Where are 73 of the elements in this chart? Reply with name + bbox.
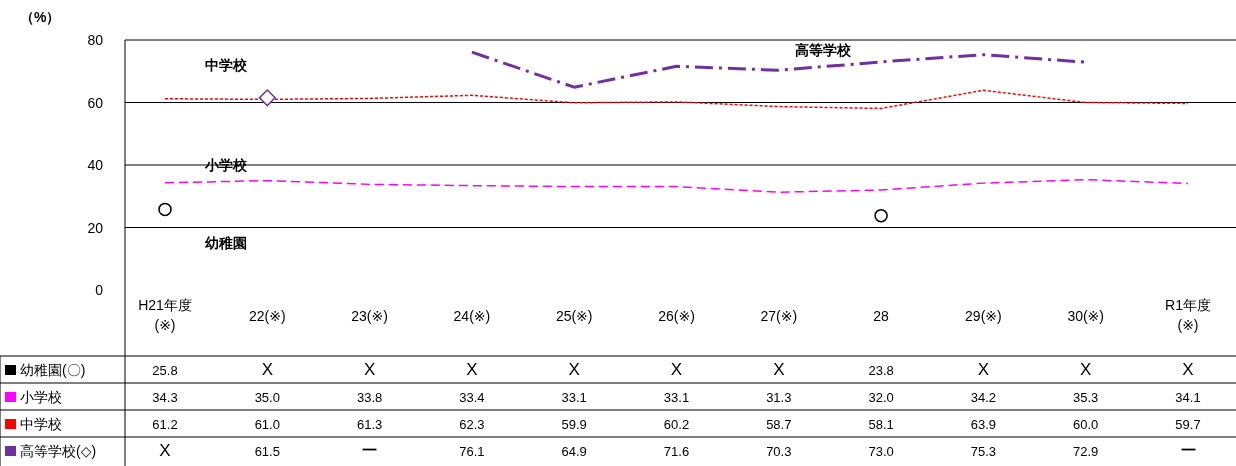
text: ー [361, 441, 379, 460]
x-tick-label: 23(※) [351, 308, 388, 324]
data-label: 23.8 [868, 363, 894, 378]
point [158, 202, 172, 217]
data-label: 33.1 [561, 390, 587, 405]
text: X [1182, 360, 1194, 379]
y-tick-label: 80 [87, 32, 104, 48]
annotation: 中学校 [205, 57, 248, 73]
text: X [363, 360, 376, 379]
data-label: 75.3 [970, 444, 997, 459]
x-tick-label: 25(※) [555, 308, 593, 324]
data-label: 73.0 [868, 444, 894, 459]
legend-label: 小学校 [20, 389, 62, 405]
text: X [773, 360, 785, 379]
data-label: 33.1 [663, 390, 690, 405]
point [874, 208, 888, 223]
text: X [977, 360, 990, 379]
data-label: 33.4 [459, 390, 485, 405]
data-label: 33.8 [356, 390, 383, 405]
y-tick-label: 40 [87, 157, 104, 173]
x-tick-label: 29(※) [965, 308, 1002, 324]
text: X [1080, 360, 1092, 379]
text: X [261, 360, 273, 379]
data-label: 60.2 [663, 417, 690, 432]
x-tick-label: 30(※) [1067, 308, 1105, 324]
data-label: 31.3 [766, 390, 792, 405]
text: ー [1179, 441, 1197, 460]
data-label: 76.1 [459, 444, 485, 459]
annotation: 小学校 [204, 157, 248, 173]
y-tick-label: 60 [87, 94, 104, 111]
text: X [159, 441, 171, 460]
data-label: 72.9 [1073, 444, 1099, 459]
legend-label: 中学校 [20, 416, 62, 432]
data-label: 35.0 [254, 390, 280, 405]
data-label: 58.7 [766, 417, 792, 432]
x-tick-label: R1年度 (※) [1165, 297, 1211, 333]
y-tick-label: 0 [95, 282, 104, 298]
data-label: 32.0 [868, 390, 894, 405]
data-label: 61.3 [356, 417, 383, 432]
line-series [164, 89, 1189, 110]
x-tick-label: 26(※) [658, 308, 695, 324]
x-tick-label: 22(※) [248, 308, 286, 324]
legend-label: 高等学校(◇) [20, 443, 97, 459]
text: X [466, 360, 478, 379]
data-label: 62.3 [459, 417, 485, 432]
x-tick-label: 24(※) [453, 308, 491, 324]
line-series [164, 178, 1189, 193]
text: X [670, 360, 683, 379]
data-label: 63.9 [970, 417, 997, 432]
data-label: 34.1 [1175, 390, 1201, 405]
data-label: 34.3 [152, 390, 178, 405]
text: X [568, 360, 580, 379]
data-label: 25.8 [152, 363, 178, 378]
data-label: 58.1 [868, 417, 894, 432]
data-label: 61.5 [254, 444, 280, 459]
annotation: 幼稚園 [204, 235, 247, 251]
data-label: 34.2 [970, 390, 997, 405]
y-axis-title: （%） [20, 9, 61, 25]
data-label: 61.0 [254, 417, 280, 432]
data-label: 61.2 [152, 417, 178, 432]
data-label: 59.7 [1175, 417, 1201, 432]
data-label: 71.6 [663, 444, 690, 459]
data-label: 70.3 [766, 444, 792, 459]
data-label: 60.0 [1073, 417, 1099, 432]
annotation: 高等学校 [795, 42, 852, 58]
x-tick-label: 27(※) [760, 308, 798, 324]
data-label: 35.3 [1073, 390, 1099, 405]
data-label: 64.9 [561, 444, 587, 459]
data-label: 59.9 [561, 417, 587, 432]
x-tick-label: 28 [873, 308, 890, 324]
legend-label: 幼稚園(〇) [20, 362, 86, 378]
x-tick-label: H21年度 (※) [138, 297, 192, 333]
y-tick-label: 20 [87, 219, 104, 236]
